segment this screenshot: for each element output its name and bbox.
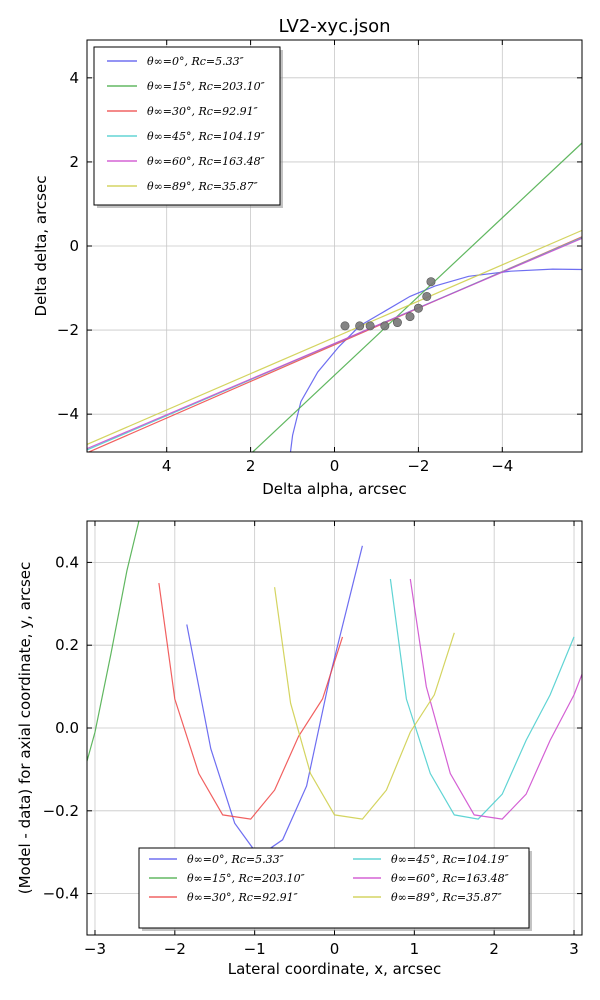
y-axis-label: (Model - data) for axial coordinate, y, … bbox=[16, 562, 34, 895]
series-line bbox=[87, 229, 582, 445]
data-point bbox=[392, 318, 402, 328]
y-tick-label: 2 bbox=[69, 153, 79, 171]
legend-box bbox=[93, 46, 281, 206]
y-tick-label: −2 bbox=[57, 321, 79, 339]
legend: θ∞=0°, Rc=5.33″ θ∞=15°, Rc=203.10″ θ∞=30°,… bbox=[138, 847, 532, 931]
x-tick-label: 1 bbox=[410, 940, 420, 958]
series-line bbox=[409, 578, 582, 820]
legend-entry: θ∞=30°, Rc=92.91″ bbox=[187, 891, 299, 904]
data-point bbox=[340, 321, 350, 331]
x-tick-label: 3 bbox=[569, 940, 579, 958]
chart-title: LV2-xyc.json bbox=[278, 16, 390, 37]
series-line bbox=[252, 142, 582, 452]
legend-entry: θ∞=30°, Rc=92.91″ bbox=[147, 105, 259, 118]
y-axis-label: Delta delta, arcsec bbox=[32, 176, 50, 317]
y-tick-label: −4 bbox=[57, 405, 79, 423]
x-tick-label: 0 bbox=[330, 457, 340, 475]
legend-entry: θ∞=15°, Rc=203.10″ bbox=[147, 80, 266, 93]
x-tick-label: 4 bbox=[162, 457, 172, 475]
legend: θ∞=0°, Rc=5.33″ θ∞=15°, Rc=203.10″ θ∞=30°,… bbox=[93, 46, 283, 208]
x-tick-label: −3 bbox=[84, 940, 106, 958]
data-point bbox=[422, 291, 432, 301]
y-tick-label: −0.4 bbox=[43, 885, 79, 903]
legend-box bbox=[138, 847, 530, 929]
y-tick-label: 4 bbox=[69, 69, 79, 87]
series-line bbox=[389, 578, 575, 820]
legend-entry: θ∞=89°, Rc=35.87″ bbox=[147, 180, 259, 193]
data-point bbox=[426, 277, 436, 287]
series-line bbox=[87, 521, 140, 762]
series-line bbox=[87, 237, 582, 450]
legend-entry: θ∞=0°, Rc=5.33″ bbox=[187, 853, 285, 866]
x-tick-label: −2 bbox=[407, 457, 429, 475]
series-line bbox=[158, 583, 344, 820]
data-point bbox=[405, 312, 415, 322]
x-axis-label: Lateral coordinate, x, arcsec bbox=[228, 960, 441, 978]
y-tick-label: 0.4 bbox=[55, 553, 79, 571]
series-line bbox=[274, 587, 455, 820]
data-point bbox=[355, 321, 365, 331]
y-tick-label: −0.2 bbox=[43, 802, 79, 820]
x-tick-label: 2 bbox=[489, 940, 499, 958]
legend-entry: θ∞=89°, Rc=35.87″ bbox=[391, 891, 503, 904]
legend-entry: θ∞=15°, Rc=203.10″ bbox=[187, 872, 306, 885]
data-point bbox=[365, 321, 375, 331]
y-tick-label: 0 bbox=[69, 237, 79, 255]
x-tick-label: 2 bbox=[246, 457, 256, 475]
x-tick-label: −4 bbox=[491, 457, 513, 475]
y-tick-label: 0.0 bbox=[55, 719, 79, 737]
legend-entry: θ∞=45°, Rc=104.19″ bbox=[391, 853, 510, 866]
legend-entry: θ∞=0°, Rc=5.33″ bbox=[147, 55, 245, 68]
bottom-chart: −3 −2 −1 0 1 2 3 0.4 0.2 0.0 −0.2 −0.4 Lateral coor… bbox=[16, 520, 583, 978]
x-tick-label: 0 bbox=[330, 940, 340, 958]
data-point bbox=[380, 321, 390, 331]
x-tick-label: −2 bbox=[164, 940, 186, 958]
x-tick-label: −1 bbox=[244, 940, 266, 958]
x-axis-label: Delta alpha, arcsec bbox=[262, 480, 406, 498]
y-tick-label: 0.2 bbox=[55, 636, 79, 654]
legend-entry: θ∞=60°, Rc=163.48″ bbox=[147, 155, 266, 168]
data-point bbox=[413, 303, 423, 313]
legend-entry: θ∞=45°, Rc=104.19″ bbox=[147, 130, 266, 143]
top-chart: 4 2 0 −2 −4 4 2 0 −2 −4 LV2-xyc.json Delta alpha,… bbox=[32, 16, 583, 498]
legend-entry: θ∞=60°, Rc=163.48″ bbox=[391, 872, 510, 885]
series-line bbox=[289, 268, 582, 452]
